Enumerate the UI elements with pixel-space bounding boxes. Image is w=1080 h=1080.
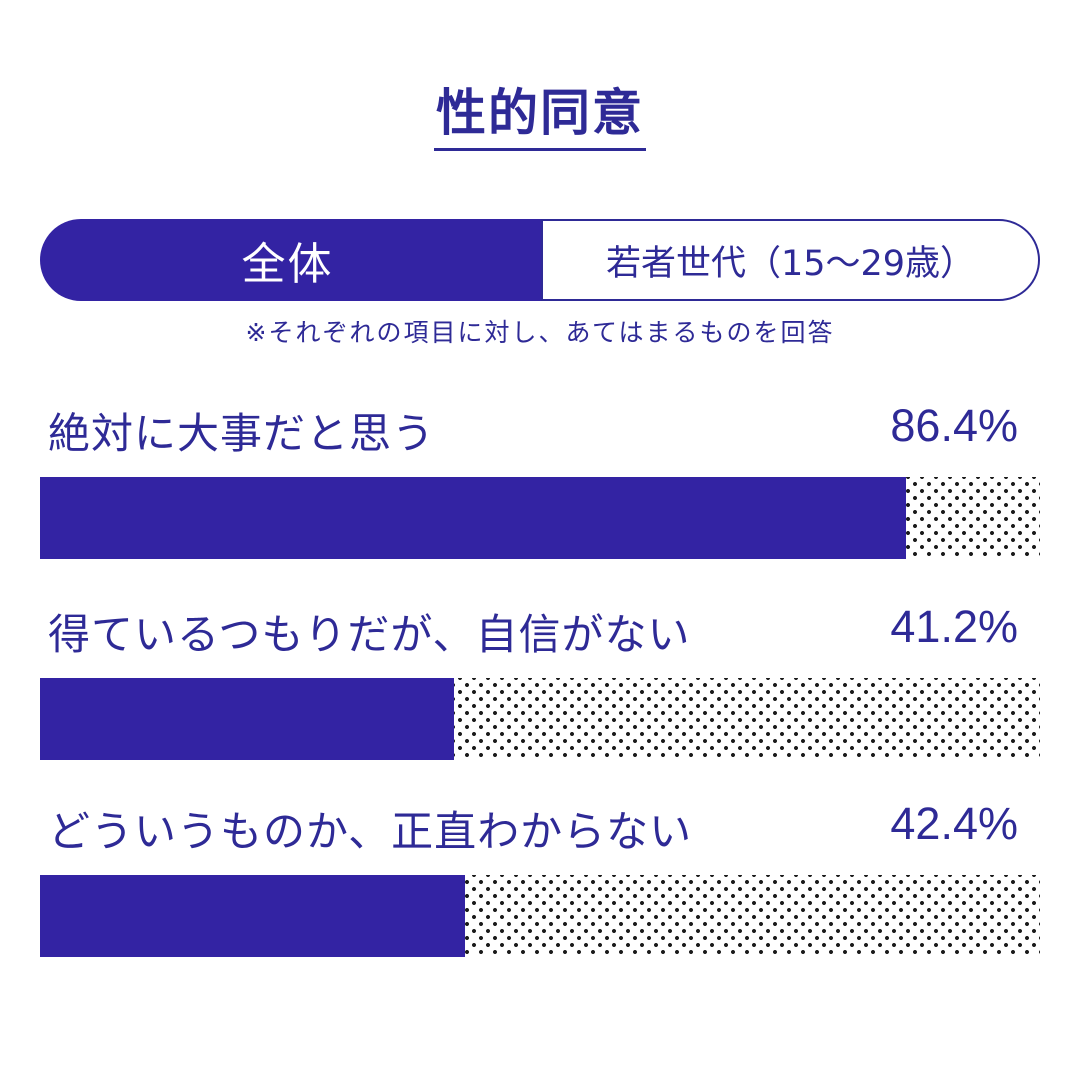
survey-note: ※それぞれの項目に対し、あてはまるものを回答: [245, 318, 835, 347]
bar-value: 86.4%: [890, 400, 1018, 451]
chart-title: 性的同意: [434, 82, 646, 151]
bar-label: どういうものか、正直わからない: [48, 807, 693, 856]
bar-fill: [40, 477, 906, 559]
bar-track: [40, 678, 1040, 760]
chart-title-container: 性的同意: [0, 82, 1080, 151]
bar-value: 42.4%: [890, 798, 1018, 849]
group-tabs: 全体 若者世代（15～29歳）: [40, 219, 1040, 301]
bar-track: [40, 875, 1040, 957]
bar-fill: [40, 875, 465, 957]
tab-young-generation[interactable]: 若者世代（15～29歳）: [541, 219, 1040, 301]
bar-label: 得ているつもりだが、自信がない: [48, 610, 691, 659]
tab-all[interactable]: 全体: [40, 219, 541, 301]
bar-fill: [40, 678, 454, 760]
bar-track: [40, 477, 1040, 559]
bar-label: 絶対に大事だと思う: [48, 409, 436, 458]
bar-value: 41.2%: [890, 601, 1018, 652]
